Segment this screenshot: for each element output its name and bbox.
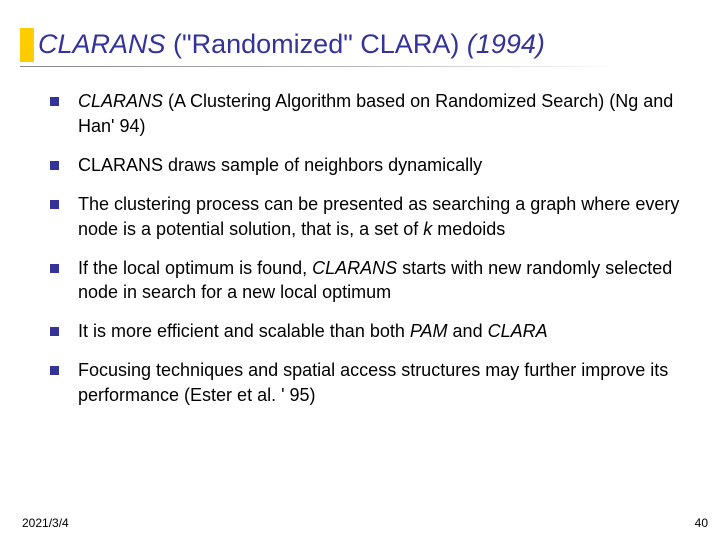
title-underline bbox=[20, 66, 620, 67]
text-segment: CLARANS draws sample of neighbors dynami… bbox=[78, 155, 482, 175]
accent-bar bbox=[20, 28, 34, 62]
list-item: CLARANS draws sample of neighbors dynami… bbox=[46, 153, 700, 178]
text-segment: PAM bbox=[410, 321, 448, 341]
text-segment: CLARANS bbox=[312, 258, 397, 278]
list-item: If the local optimum is found, CLARANS s… bbox=[46, 256, 700, 306]
slide: CLARANS ("Randomized" CLARA) (1994) CLAR… bbox=[0, 0, 720, 540]
text-segment: The clustering process can be presented … bbox=[78, 194, 679, 239]
footer: 2021/3/4 40 bbox=[22, 516, 708, 530]
list-item: It is more efficient and scalable than b… bbox=[46, 319, 700, 344]
text-segment: and bbox=[448, 321, 488, 341]
list-item: The clustering process can be presented … bbox=[46, 192, 700, 242]
title-block: CLARANS ("Randomized" CLARA) (1994) bbox=[38, 28, 700, 67]
footer-date: 2021/3/4 bbox=[22, 516, 69, 530]
bullet-list: CLARANS (A Clustering Algorithm based on… bbox=[38, 89, 700, 407]
list-item: Focusing techniques and spatial access s… bbox=[46, 358, 700, 408]
title-part3: (1994) bbox=[467, 29, 545, 59]
text-segment: It is more efficient and scalable than b… bbox=[78, 321, 410, 341]
text-segment: CLARANS bbox=[78, 91, 163, 111]
text-segment: If the local optimum is found, bbox=[78, 258, 312, 278]
title-part1: CLARANS bbox=[38, 29, 173, 59]
title-part2: ("Randomized" CLARA) bbox=[173, 29, 467, 59]
page-number: 40 bbox=[695, 516, 708, 530]
text-segment: (A Clustering Algorithm based on Randomi… bbox=[78, 91, 673, 136]
text-segment: Focusing techniques and spatial access s… bbox=[78, 360, 668, 405]
list-item: CLARANS (A Clustering Algorithm based on… bbox=[46, 89, 700, 139]
text-segment: CLARA bbox=[488, 321, 548, 341]
text-segment: k bbox=[423, 219, 432, 239]
page-title: CLARANS ("Randomized" CLARA) (1994) bbox=[38, 28, 700, 60]
text-segment: medoids bbox=[432, 219, 505, 239]
